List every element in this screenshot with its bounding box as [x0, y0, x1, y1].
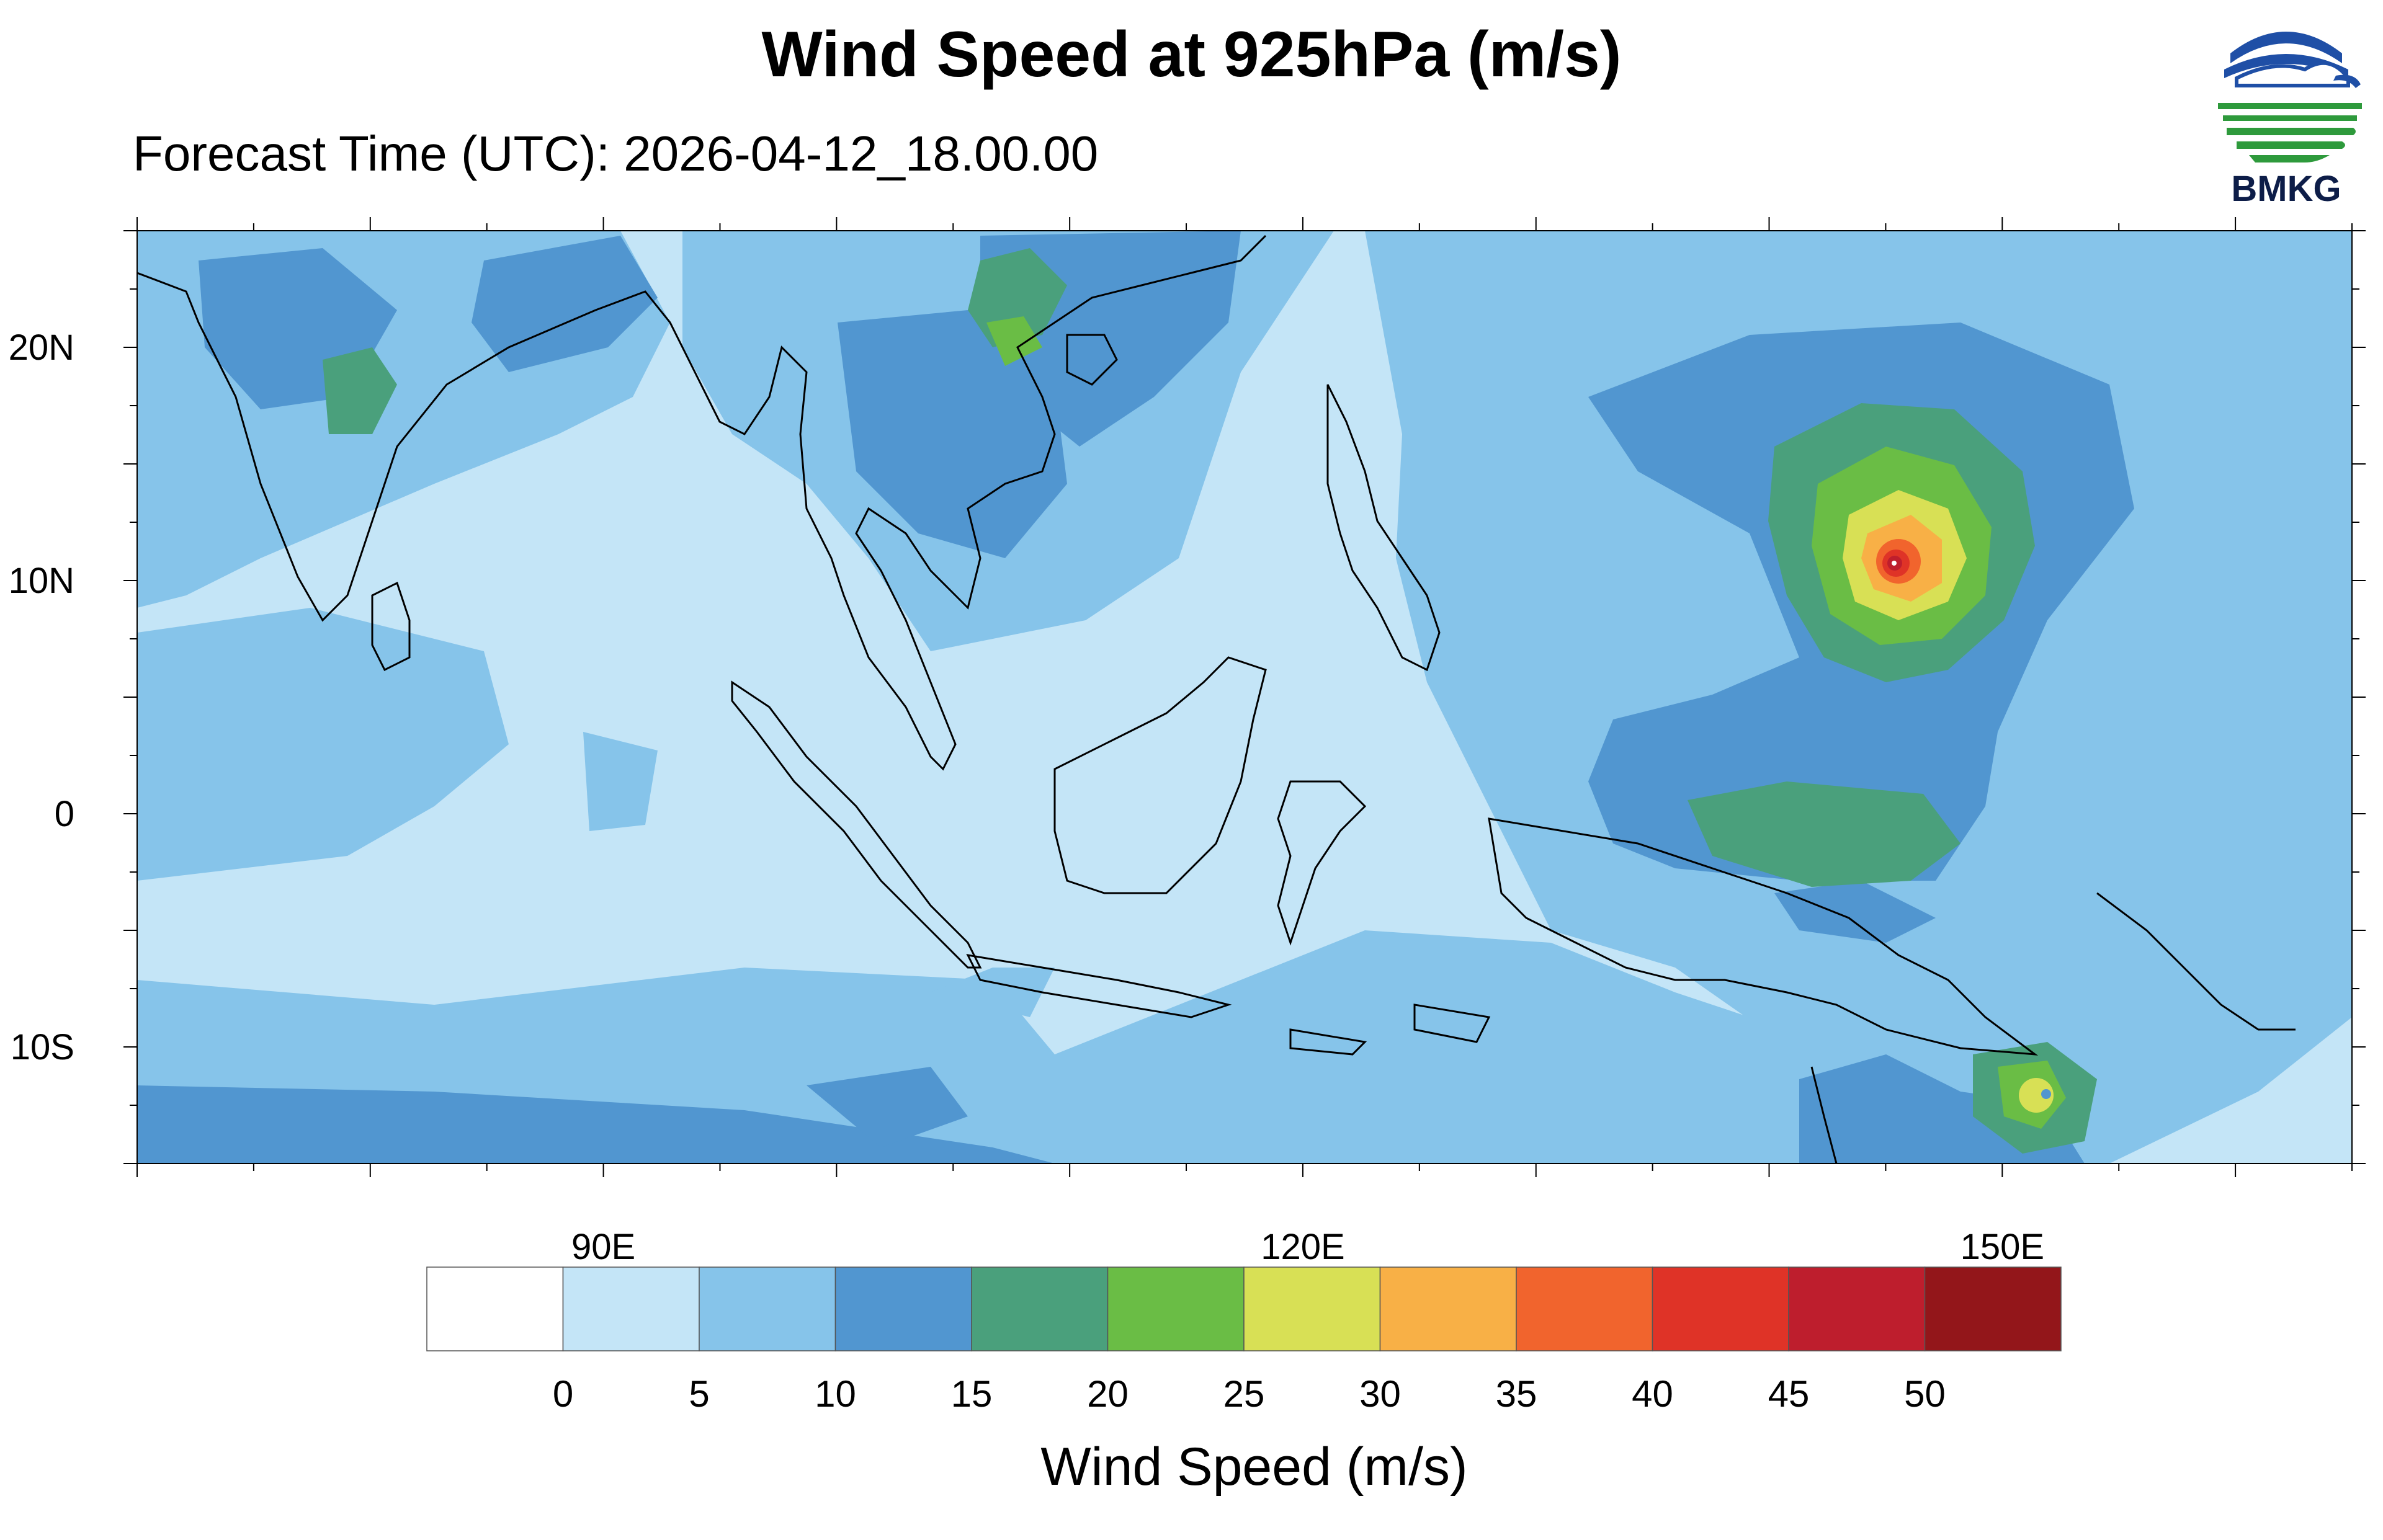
legend-swatch: [1788, 1266, 1926, 1351]
cyclone-eye: [2041, 1089, 2051, 1099]
map-field: [137, 231, 2352, 1164]
forecast-time-label: Forecast Time (UTC): 2026-04-12_18.00.00: [133, 126, 1099, 181]
legend-swatch: [1516, 1266, 1653, 1351]
legend-swatch: [426, 1266, 564, 1351]
lon-label: 150E: [1960, 1227, 2044, 1267]
logo-text: BMKG: [2231, 169, 2341, 209]
coastlines: [137, 234, 2296, 1164]
lat-label: 0: [55, 794, 74, 834]
legend-title: Wind Speed (m/s): [1040, 1437, 1468, 1497]
legend-tick-label: 40: [1632, 1373, 1673, 1415]
legend-tick-label: 30: [1359, 1373, 1401, 1415]
lat-label: 20N: [9, 327, 74, 368]
legend-tick-label: 10: [815, 1373, 856, 1415]
bmkg-logo: BMKG: [2218, 26, 2362, 209]
legend-swatch: [1924, 1266, 2062, 1351]
legend-swatch: [1107, 1266, 1245, 1351]
lat-label: 10N: [9, 561, 74, 601]
legend-swatch: [971, 1266, 1109, 1351]
legend-swatch: [1379, 1266, 1517, 1351]
legend-tick-label: 0: [553, 1373, 573, 1415]
legend-tick-label: 35: [1496, 1373, 1537, 1415]
map-axes: 20N 10N 0 10S 90E 120E 150E: [9, 217, 2366, 1267]
legend-tick-label: 45: [1768, 1373, 1810, 1415]
legend-swatch: [562, 1266, 700, 1351]
legend-swatch: [699, 1266, 836, 1351]
chart-title: Wind Speed at 925hPa (m/s): [761, 19, 1622, 91]
lon-label: 90E: [571, 1227, 635, 1267]
legend-swatch: [834, 1266, 972, 1351]
lat-label: 10S: [11, 1027, 74, 1067]
legend-swatch: [1243, 1266, 1381, 1351]
legend-tick-label: 15: [951, 1373, 993, 1415]
legend-tick-label: 50: [1904, 1373, 1946, 1415]
color-legend: 0 5 10 15 20 25 30 35 40 45 50: [426, 1266, 2062, 1415]
legend-swatch: [1652, 1266, 1789, 1351]
legend-tick-label: 20: [1087, 1373, 1129, 1415]
typhoon-eye: [1892, 561, 1897, 566]
legend-tick-label: 25: [1223, 1373, 1265, 1415]
lon-label: 120E: [1261, 1227, 1344, 1267]
legend-tick-label: 5: [689, 1373, 709, 1415]
